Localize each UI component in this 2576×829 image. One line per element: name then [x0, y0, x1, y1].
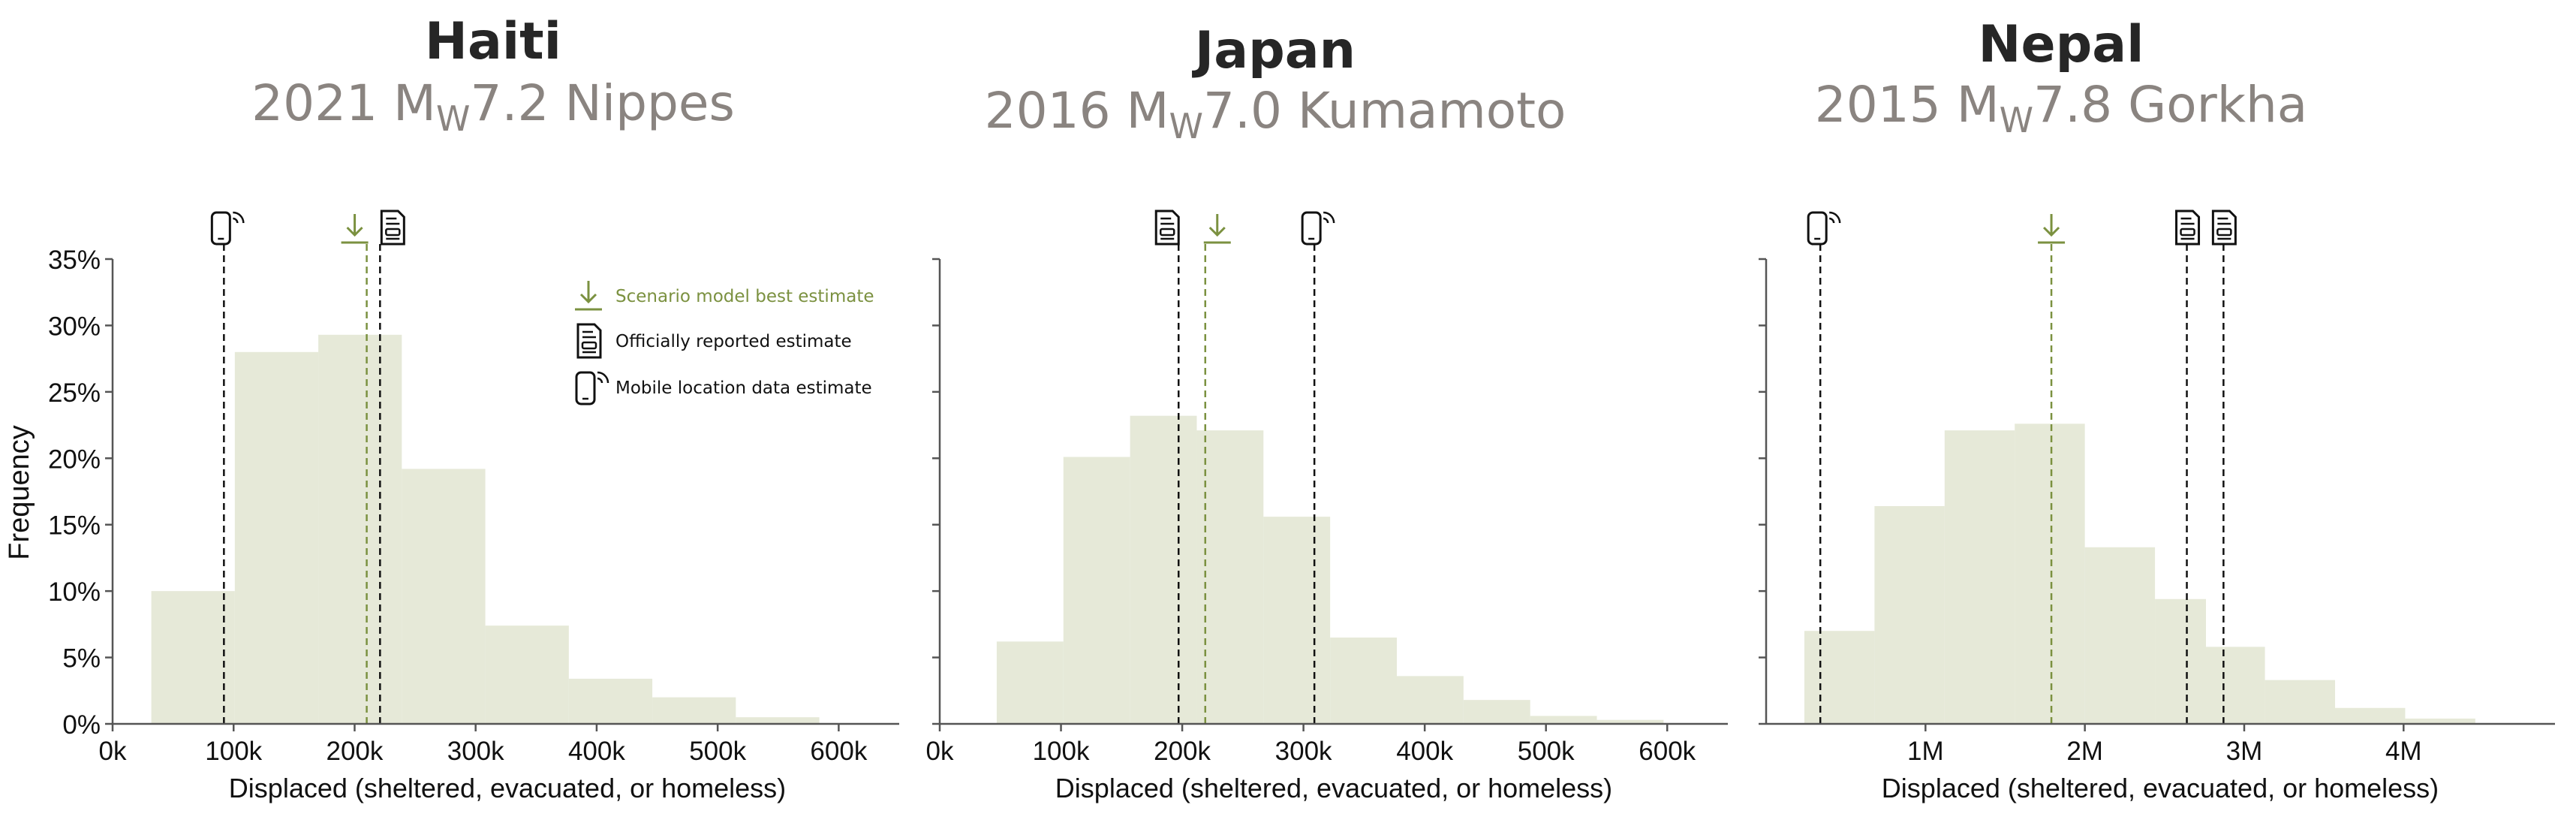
histogram-bar: [234, 351, 319, 724]
histogram-bar: [652, 697, 736, 724]
histogram-bar: [2084, 547, 2156, 724]
histogram-bar: [1944, 430, 2015, 724]
y-axis-label: Frequency: [4, 425, 35, 560]
document-icon: [380, 210, 405, 246]
panel-subtitle: 2016 MW7.0 Kumamoto: [985, 82, 1566, 146]
histogram-bar: [2265, 680, 2335, 724]
x-tick-label: 500k: [1518, 737, 1575, 766]
x-axis-label: Displaced (sheltered, evacuated, or home…: [1882, 773, 2439, 803]
y-tick-label: 15%: [48, 511, 101, 541]
download-arrow-icon: [1203, 214, 1231, 244]
x-tick-label: 100k: [205, 737, 262, 766]
legend-item-mobile: Mobile location data estimate: [575, 371, 872, 405]
histogram-bar: [402, 469, 486, 724]
bar-group: [151, 334, 820, 724]
histogram-bar: [1063, 457, 1130, 724]
x-tick-label: 200k: [1154, 737, 1211, 766]
document-icon: [2175, 210, 2201, 246]
x-tick-label: 4M: [2385, 737, 2422, 766]
y-tick-label: 35%: [48, 246, 101, 275]
histogram-bar: [1263, 517, 1331, 724]
histogram-bar: [1596, 719, 1664, 724]
histogram-bar: [1397, 676, 1464, 724]
document-icon: [1154, 210, 1180, 246]
bar-group: [1804, 424, 2475, 724]
histogram-bar: [1463, 700, 1530, 724]
histogram-bar: [1330, 638, 1397, 724]
axes: 0k 100k 200k 300k 400k 500k 600k: [926, 258, 1728, 766]
histogram-bar: [1130, 415, 1197, 724]
histogram-bar: [151, 591, 235, 724]
legend-label: Officially reported estimate: [615, 332, 852, 351]
panel-subtitle: 2021 MW7.2 Nippes: [251, 74, 735, 139]
y-tick-label: 0%: [62, 710, 101, 740]
axes: 1M 2M 3M 4M: [1759, 258, 2555, 766]
histogram-bar: [1530, 716, 1597, 724]
marker-group: [1807, 210, 2237, 724]
mobile-signal-icon: [210, 211, 245, 246]
axes: 0% 5% 10% 15% 20% 25% 30% 35% 0k 100k 200k 300k 400k…: [48, 246, 899, 766]
document-icon: [576, 323, 602, 359]
histogram-bar: [1804, 631, 1875, 724]
x-axis-label: Displaced (sheltered, evacuated, or home…: [229, 773, 786, 803]
histogram-bar: [736, 717, 820, 724]
panel-nepal: Nepal 2015 MW7.8 Gorkha 1M 2M 3M 4M Displac…: [1759, 15, 2555, 803]
histogram-bar: [2405, 718, 2475, 724]
legend-label: Scenario model best estimate: [615, 287, 874, 306]
download-arrow-icon: [2038, 214, 2066, 244]
x-tick-label: 600k: [1639, 737, 1696, 766]
histogram-bar: [568, 678, 653, 724]
download-arrow-icon: [341, 214, 369, 244]
panel-haiti: Haiti 2021 MW7.2 Nippes 0% 5% 10% 15% 20% 25%…: [48, 12, 899, 803]
legend-label: Mobile location data estimate: [615, 378, 872, 398]
histogram-bar: [2334, 707, 2406, 724]
panel-subtitle: 2015 MW7.8 Gorkha: [1815, 76, 2307, 140]
bar-group: [996, 415, 1664, 724]
y-tick-label: 10%: [48, 577, 101, 607]
y-tick-label: 25%: [48, 378, 101, 408]
histogram-bar: [2155, 598, 2207, 724]
x-tick-label: 3M: [2226, 737, 2263, 766]
y-tick-label: 20%: [48, 445, 101, 474]
mobile-signal-icon: [575, 371, 609, 405]
x-tick-label: 300k: [1275, 737, 1332, 766]
x-tick-label: 1M: [1907, 737, 1944, 766]
x-tick-label: 300k: [447, 737, 504, 766]
legend: Scenario model best estimate Officially …: [575, 281, 874, 405]
histogram-bar: [318, 334, 402, 724]
legend-item-scenario: Scenario model best estimate: [575, 281, 874, 311]
histogram-bar: [1196, 430, 1264, 724]
document-icon: [2211, 210, 2237, 246]
panel-title: Nepal: [1979, 15, 2144, 74]
panel-japan: Japan 2016 MW7.0 Kumamoto 0k 100k 200k 300k…: [926, 21, 1728, 803]
x-tick-label: 2M: [2066, 737, 2103, 766]
histogram-bar: [1874, 505, 1945, 724]
marker-group: [1154, 210, 1335, 724]
x-tick-label: 500k: [689, 737, 746, 766]
x-tick-label: 0k: [99, 737, 127, 766]
histogram-bar: [485, 626, 569, 724]
y-tick-label: 30%: [48, 312, 101, 341]
histogram-bar: [996, 641, 1064, 724]
histogram-bar: [2206, 647, 2265, 724]
x-tick-label: 400k: [1396, 737, 1453, 766]
legend-item-official: Officially reported estimate: [576, 323, 852, 359]
histogram-bar: [2015, 424, 2085, 724]
x-tick-label: 100k: [1033, 737, 1090, 766]
x-tick-label: 600k: [810, 737, 867, 766]
y-tick-label: 5%: [62, 644, 101, 674]
panel-title: Japan: [1192, 21, 1356, 80]
x-tick-label: 200k: [327, 737, 384, 766]
mobile-signal-icon: [1301, 211, 1335, 246]
panel-title: Haiti: [425, 12, 561, 71]
marker-group: [210, 210, 405, 724]
mobile-signal-icon: [1807, 211, 1841, 246]
x-tick-label: 400k: [568, 737, 625, 766]
x-tick-label: 0k: [926, 737, 954, 766]
download-arrow-icon: [575, 281, 602, 311]
x-axis-label: Displaced (sheltered, evacuated, or home…: [1055, 773, 1612, 803]
